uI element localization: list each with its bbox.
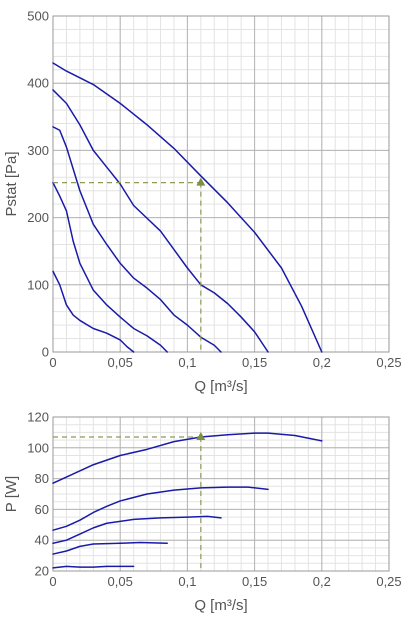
x-tick-label: 0,2 bbox=[313, 355, 331, 370]
y-tick-label: 200 bbox=[27, 210, 49, 225]
y-tick-label: 400 bbox=[27, 76, 49, 91]
operating-point-marker bbox=[196, 432, 206, 441]
y-tick-label: 40 bbox=[35, 533, 49, 548]
y-tick-label: 0 bbox=[42, 345, 49, 360]
minor-grid bbox=[52, 416, 390, 572]
y-tick-label: 100 bbox=[27, 277, 49, 292]
operating-point-marker bbox=[196, 177, 206, 186]
x-tick-label: 0,2 bbox=[313, 574, 331, 589]
curve-1 bbox=[52, 432, 323, 484]
curve-4 bbox=[52, 541, 168, 555]
x-axis-label: Q [m³/s] bbox=[194, 378, 247, 395]
x-tick-label: 0,05 bbox=[108, 355, 133, 370]
y-tick-label: 80 bbox=[35, 471, 49, 486]
x-tick-label: 0,25 bbox=[376, 574, 401, 589]
y-tick-label: 120 bbox=[27, 410, 49, 425]
y-tick-label: 300 bbox=[27, 143, 49, 158]
y-axis-label: Pstat [Pa] bbox=[3, 151, 20, 216]
curve-3 bbox=[52, 515, 222, 545]
x-tick-label: 0 bbox=[49, 574, 56, 589]
y-tick-label: 500 bbox=[27, 9, 49, 24]
y-tick-label: 20 bbox=[35, 564, 49, 579]
curve-5 bbox=[52, 270, 135, 353]
x-tick-label: 0,1 bbox=[178, 355, 196, 370]
x-tick-label: 0,15 bbox=[242, 355, 267, 370]
x-tick-label: 0,15 bbox=[242, 574, 267, 589]
plot-frame bbox=[52, 416, 390, 572]
curve-1 bbox=[52, 62, 323, 353]
x-tick-label: 0,05 bbox=[108, 574, 133, 589]
x-axis-label: Q [m³/s] bbox=[194, 597, 247, 614]
y-tick-label: 100 bbox=[27, 440, 49, 455]
x-tick-label: 0,1 bbox=[178, 574, 196, 589]
y-tick-label: 60 bbox=[35, 502, 49, 517]
x-tick-label: 0 bbox=[49, 355, 56, 370]
curve-2 bbox=[52, 89, 269, 353]
static-pressure-chart: 0 0,05 0,1 0,15 0,2 0,25 0 100 200 300 400 500 Q [m³… bbox=[3, 9, 402, 396]
curve-2 bbox=[52, 486, 269, 531]
curve-4 bbox=[52, 181, 168, 353]
power-chart: 0 0,05 0,1 0,15 0,2 0,25 20 40 60 80 100 120 Q [m³/s… bbox=[3, 410, 402, 615]
x-tick-label: 0,25 bbox=[376, 355, 401, 370]
curve-5 bbox=[52, 565, 135, 569]
y-axis-label: P [W] bbox=[3, 476, 20, 512]
curve-3 bbox=[52, 126, 222, 353]
